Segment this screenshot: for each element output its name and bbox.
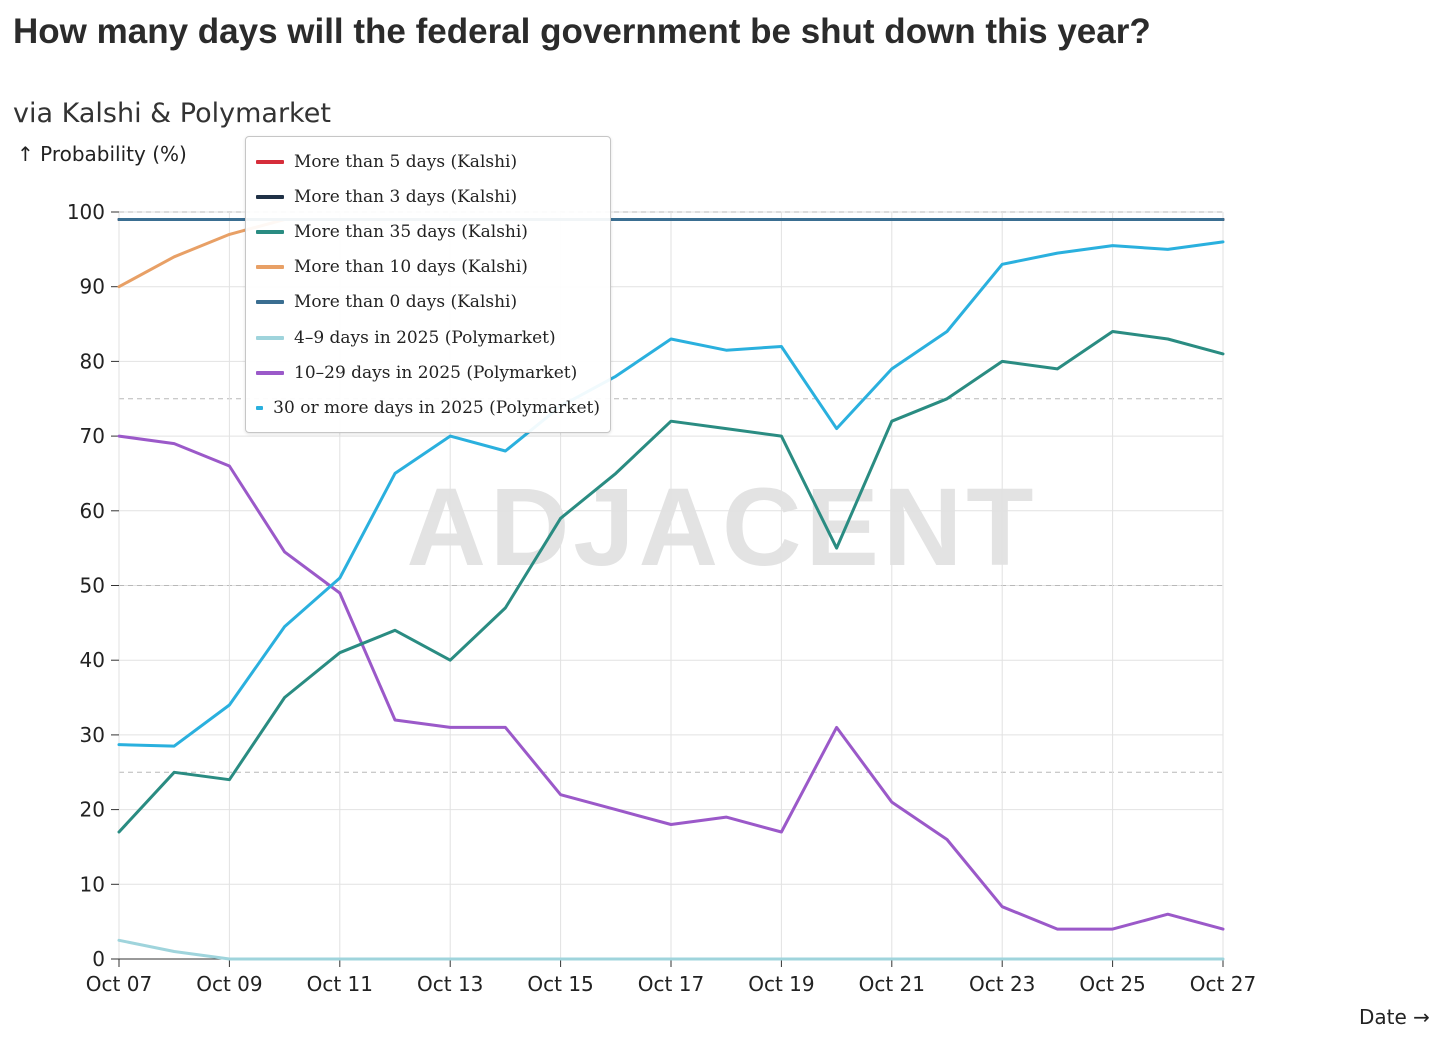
y-tick-label: 0: [92, 947, 105, 971]
legend-swatch: [256, 405, 264, 410]
legend-label: 30 or more days in 2025 (Polymarket): [273, 397, 600, 418]
legend-label: More than 0 days (Kalshi): [294, 292, 518, 313]
legend-label: More than 35 days (Kalshi): [294, 221, 528, 242]
legend-item: 30 or more days in 2025 (Polymarket): [256, 390, 600, 425]
legend-label: 10–29 days in 2025 (Polymarket): [294, 362, 578, 383]
x-axis-label: Date →: [1359, 1005, 1430, 1029]
y-tick-label: 100: [67, 200, 105, 224]
legend-item: More than 35 days (Kalshi): [256, 214, 600, 249]
legend-swatch: [256, 335, 284, 340]
x-tick-label: Oct 23: [969, 972, 1035, 996]
y-tick-label: 70: [80, 424, 105, 448]
series-line-30-or-more-days-in-2025-polymarket: [117, 240, 1225, 748]
chart-title: How many days will the federal governmen…: [13, 12, 1151, 51]
chart-subtitle: via Kalshi & Polymarket: [13, 98, 331, 129]
x-tick-label: Oct 13: [417, 972, 483, 996]
y-axis-label: ↑ Probability (%): [17, 142, 187, 166]
legend-item: More than 0 days (Kalshi): [256, 285, 600, 320]
legend-item: More than 3 days (Kalshi): [256, 179, 600, 214]
y-tick-label: 50: [80, 574, 105, 598]
series-line-more-than-35-days-kalshi: [117, 330, 1225, 834]
x-tick-label: Oct 19: [748, 972, 814, 996]
y-tick-label: 90: [80, 275, 105, 299]
legend-item: More than 10 days (Kalshi): [256, 250, 600, 285]
legend-item: 4–9 days in 2025 (Polymarket): [256, 320, 600, 355]
legend-label: 4–9 days in 2025 (Polymarket): [294, 327, 556, 348]
x-tick-label: Oct 21: [859, 972, 925, 996]
x-tick-label: Oct 25: [1079, 972, 1145, 996]
x-tick-label: Oct 09: [196, 972, 262, 996]
series-line-10-29-days-in-2025-polymarket: [117, 434, 1225, 931]
x-tick-label: Oct 07: [86, 972, 152, 996]
legend-swatch: [256, 370, 284, 375]
legend-label: More than 10 days (Kalshi): [294, 257, 528, 278]
x-tick-label: Oct 17: [638, 972, 704, 996]
y-tick-label: 80: [80, 349, 105, 373]
legend-swatch: [256, 194, 284, 199]
y-tick-label: 60: [80, 499, 105, 523]
y-tick-label: 10: [80, 872, 105, 896]
legend-item: More than 5 days (Kalshi): [256, 144, 600, 179]
y-tick-label: 20: [80, 798, 105, 822]
x-tick-label: Oct 11: [307, 972, 373, 996]
axes: 0 10 20 30 40 50 60 70 80 90 100 Oct 07 Oct 09 Oct 11…: [67, 200, 1256, 996]
legend-label: More than 5 days (Kalshi): [294, 151, 518, 172]
legend-swatch: [256, 300, 284, 305]
legend-label: More than 3 days (Kalshi): [294, 186, 518, 207]
legend-swatch: [256, 159, 284, 164]
legend: More than 5 days (Kalshi) More than 3 day…: [245, 136, 611, 433]
legend-swatch: [256, 265, 284, 270]
legend-swatch: [256, 229, 284, 234]
legend-item: 10–29 days in 2025 (Polymarket): [256, 355, 600, 390]
y-tick-label: 40: [80, 648, 105, 672]
x-tick-label: Oct 15: [527, 972, 593, 996]
series-line-4-9-days-in-2025-polymarket: [117, 938, 1225, 961]
y-tick-label: 30: [80, 723, 105, 747]
watermark: ADJACENT: [407, 466, 1038, 589]
x-tick-label: Oct 27: [1190, 972, 1256, 996]
